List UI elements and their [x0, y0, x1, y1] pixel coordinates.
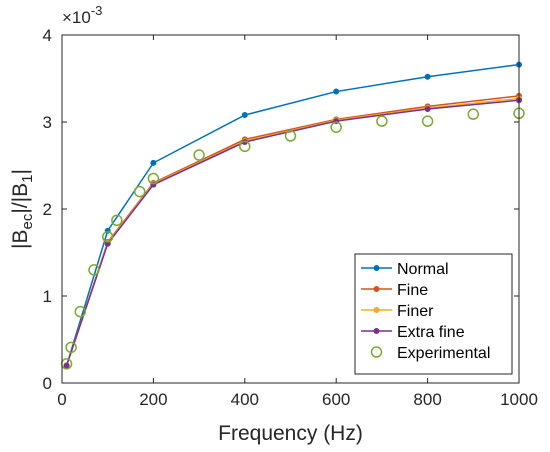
point-experimental-10: [284, 130, 297, 142]
legend-item-normal: Normal: [361, 261, 449, 278]
point-experimental-6: [133, 185, 146, 198]
legend-marker-fine: [373, 286, 380, 292]
point-experimental-3: [88, 264, 100, 276]
y-axis-exponent: ×10-3: [62, 3, 102, 27]
x-tick-label-0: 0: [57, 390, 66, 409]
point-experimental-11: [330, 121, 342, 133]
legend-label-extra-fine: Extra fine: [397, 324, 465, 341]
legend-item-experimental: Experimental: [370, 345, 490, 362]
point-experimental-14: [467, 108, 480, 120]
x-tick-label-2: 400: [231, 390, 259, 409]
y-tick-label-3: 3: [43, 113, 52, 132]
series-experimental: [60, 107, 525, 370]
legend-marker-extra-fine: [373, 328, 380, 334]
series-layer: [60, 61, 525, 370]
y-axis-label: |Bec|/|B1|: [9, 169, 36, 249]
y-tick-label-0: 0: [43, 374, 52, 393]
point-experimental-5: [111, 214, 123, 227]
x-axis-label: Frequency (Hz): [218, 422, 363, 445]
point-extra-fine-5: [424, 105, 431, 112]
x-tick-label-3: 600: [322, 390, 350, 409]
point-experimental-1: [65, 341, 77, 354]
y-tick-label-4: 4: [43, 26, 52, 45]
point-normal-5: [424, 73, 431, 80]
point-experimental-9: [239, 140, 251, 153]
point-normal-4: [333, 88, 340, 95]
legend-marker-normal: [373, 265, 380, 271]
y-tick-label-2: 2: [43, 200, 52, 219]
legend-label-normal: Normal: [397, 261, 449, 278]
point-experimental-8: [193, 149, 205, 161]
x-tick-label-1: 200: [139, 390, 167, 409]
legend-item-fine: Fine: [361, 282, 428, 299]
point-experimental-13: [421, 115, 434, 127]
axes-layer: 0 200 400 600 800 1000 0 1 2 3 4: [43, 26, 538, 409]
legend-label-experimental: Experimental: [397, 345, 490, 362]
legend-item-finer: Finer: [361, 303, 434, 320]
point-normal-3: [241, 112, 248, 119]
y-tick-label-1: 1: [43, 287, 52, 306]
y-axis-exponent-power: -3: [91, 3, 103, 18]
legend-item-extra-fine: Extra fine: [361, 324, 465, 341]
point-normal-2: [150, 159, 157, 166]
legend-marker-experimental: [370, 346, 383, 358]
point-extra-fine-0: [63, 362, 70, 369]
x-tick-label-5: 1000: [500, 390, 538, 409]
x-tick-label-4: 800: [413, 390, 441, 409]
legend-marker-finer: [373, 307, 380, 313]
legend-label-finer: Finer: [397, 303, 434, 320]
legend: Normal Fine Finer Extra fine Experimental: [354, 253, 513, 375]
point-experimental-12: [376, 115, 388, 127]
point-experimental-4: [101, 231, 114, 243]
point-experimental-2: [74, 305, 87, 318]
point-experimental-7: [147, 172, 160, 185]
legend-label-fine: Fine: [397, 282, 428, 299]
